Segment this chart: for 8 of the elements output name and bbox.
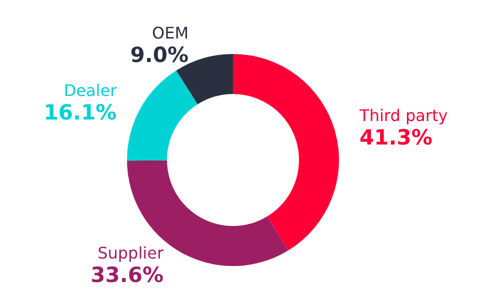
data-label: 41.3% [360, 126, 432, 150]
slice-label: Dealer [64, 81, 118, 100]
data-label: 9.0% [130, 42, 189, 67]
slice-label: Third party [358, 106, 448, 126]
slice-label: OEM [152, 23, 189, 42]
slice-label: Supplier [98, 243, 164, 262]
data-label: 16.1% [44, 100, 117, 125]
data-label: 33.6% [90, 262, 164, 287]
